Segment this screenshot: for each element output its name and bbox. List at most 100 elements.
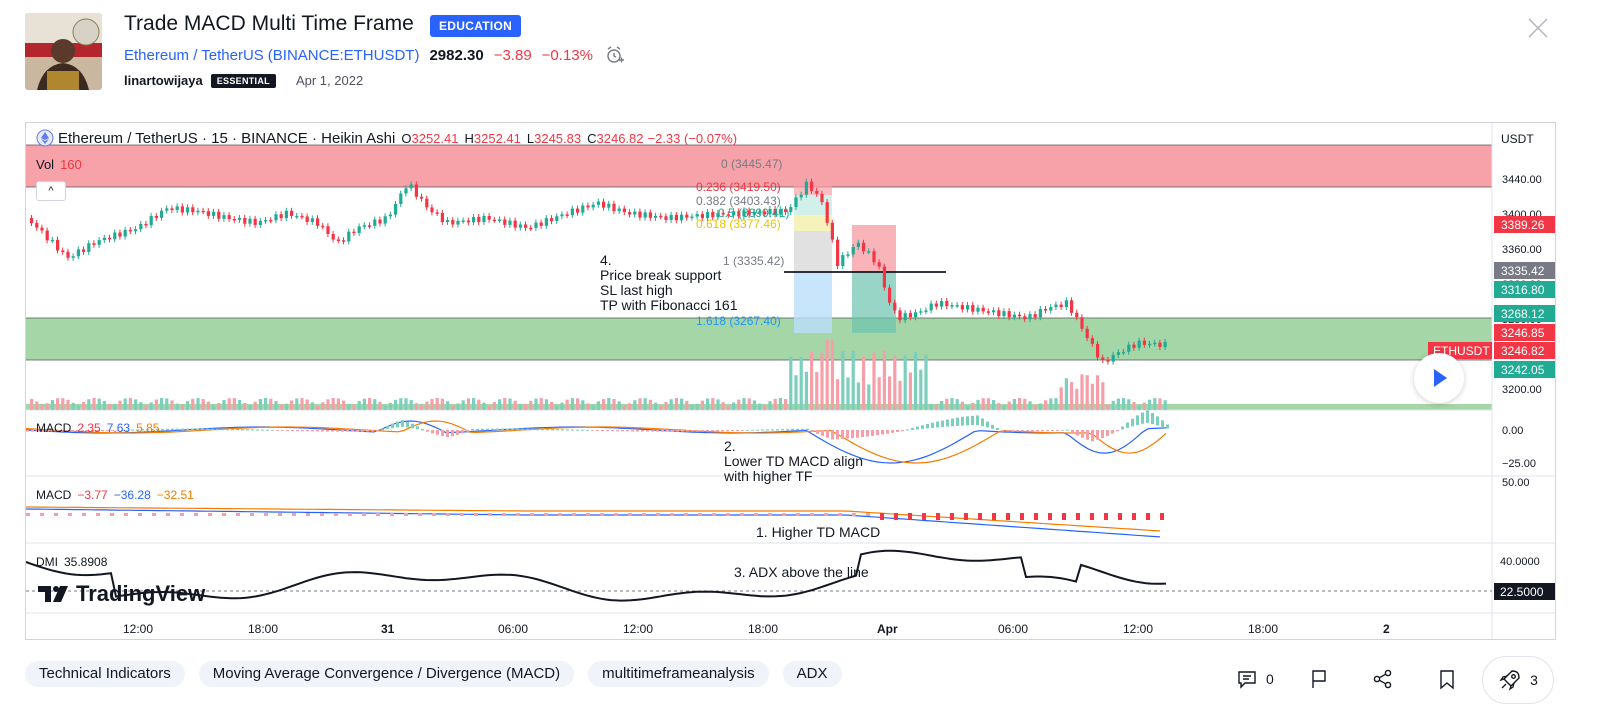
macd2-histogram-bar <box>768 513 772 516</box>
volume-bar <box>1064 378 1068 410</box>
macd2-histogram-bar <box>194 513 198 516</box>
tradingview-logo[interactable]: TradingView <box>38 581 205 607</box>
candle-body <box>139 223 143 230</box>
macd2-histogram-bar <box>208 513 212 516</box>
macd1-histogram-bar <box>976 415 979 425</box>
comments-button[interactable]: 0 <box>1236 668 1274 690</box>
macd1-histogram-bar <box>891 430 894 433</box>
candle-body <box>461 220 465 222</box>
macd1-histogram-bar <box>1091 430 1094 442</box>
close-icon[interactable] <box>1526 16 1550 40</box>
play-button[interactable] <box>1414 353 1464 403</box>
volume-bar <box>87 399 91 410</box>
volume-bar <box>986 398 990 410</box>
time-axis-label: 31 <box>381 622 395 636</box>
candle-body <box>1002 311 1006 317</box>
macd1-histogram-bar <box>701 430 704 432</box>
tag-multitimeframeanalysis[interactable]: multitimeframeanalysis <box>588 661 769 687</box>
volume-bar <box>279 404 283 410</box>
volume-bar <box>784 399 788 410</box>
flag-button[interactable] <box>1308 668 1330 690</box>
boost-button[interactable]: 3 <box>1482 656 1554 704</box>
macd2-histogram-bar <box>810 513 814 516</box>
macd1-histogram-bar <box>421 428 424 431</box>
author-name[interactable]: linartowijaya <box>124 73 203 88</box>
candle-body <box>414 184 418 197</box>
volume-bar <box>461 400 465 410</box>
candle-body <box>1054 304 1058 308</box>
volume-bar <box>1163 400 1167 410</box>
candle-body <box>206 211 210 216</box>
chart-symbol-title: Ethereum / TetherUS · 15 · BINANCE · Hei… <box>58 129 396 147</box>
volume-bar <box>243 403 247 410</box>
macd2-histogram-bar <box>740 513 744 516</box>
macd2-histogram-bar <box>474 513 478 516</box>
volume-bar <box>1085 375 1089 410</box>
dmi-label: DMI <box>36 555 58 569</box>
volume-bar <box>945 398 949 410</box>
collapse-legend-button[interactable]: ^ <box>36 181 66 201</box>
share-button[interactable] <box>1372 668 1394 690</box>
macd1-histogram-bar <box>531 428 534 431</box>
time-axis-label: 2 <box>1383 622 1390 636</box>
volume-bar <box>56 398 60 410</box>
macd1-histogram-bar <box>1066 429 1069 431</box>
volume-bar <box>1033 404 1037 410</box>
symbol-link[interactable]: Ethereum / TetherUS <box>124 46 264 64</box>
macd1-histogram-bar <box>561 429 564 431</box>
macd1-histogram-bar <box>811 430 814 432</box>
macd1-histogram-bar <box>586 429 589 431</box>
macd1-histogram-bar <box>771 429 774 431</box>
macd1-histogram-bar <box>1036 430 1039 432</box>
volume-bar <box>217 403 221 410</box>
add-alert-icon[interactable] <box>605 45 625 65</box>
indicator-axis-label: 0.00 <box>1502 425 1523 437</box>
volume-bar <box>149 402 153 410</box>
author-avatar[interactable] <box>25 13 102 90</box>
candle-body <box>1012 314 1016 318</box>
volume-bar <box>1137 405 1141 410</box>
macd1-histogram-bar <box>366 430 369 432</box>
annotation-text: 2. <box>724 438 736 454</box>
symbol-code-link[interactable]: (BINANCE:ETHUSDT) <box>267 46 420 64</box>
candle-body <box>165 208 169 211</box>
tag-macd[interactable]: Moving Average Convergence / Divergence … <box>198 661 575 687</box>
macd1-histogram-bar <box>1086 430 1089 440</box>
candle-body <box>305 216 309 222</box>
macd1-histogram-bar <box>286 430 289 432</box>
volume-label: Vol <box>36 157 55 172</box>
ohlc-o-value: 3252.41 <box>411 130 459 146</box>
macd2-histogram-bar <box>852 513 856 516</box>
candle-body <box>877 262 881 267</box>
candle-body <box>1033 314 1037 318</box>
candle-body <box>867 251 871 253</box>
macd1-histogram-bar <box>651 430 654 432</box>
candle-body <box>674 214 678 221</box>
macd1-histogram-bar <box>1001 430 1004 432</box>
volume-bar <box>373 399 377 410</box>
tag-adx[interactable]: ADX <box>782 661 842 687</box>
education-badge[interactable]: EDUCATION <box>430 15 522 37</box>
volume-bar <box>638 398 642 410</box>
macd2-histogram-bar <box>96 513 100 516</box>
volume-bar <box>1007 401 1011 410</box>
currency-label[interactable]: USDT <box>1501 132 1534 146</box>
macd2-histogram-bar <box>866 513 870 516</box>
volume-bar <box>414 403 418 410</box>
candle-body <box>35 223 39 228</box>
volume-bar <box>451 404 455 410</box>
tag-technical-indicators[interactable]: Technical Indicators <box>25 661 185 687</box>
volume-bar <box>815 371 819 410</box>
chart-snapshot[interactable]: 3440.003400.003360.003320.003280.003200.… <box>25 122 1556 640</box>
bookmark-button[interactable] <box>1436 668 1458 690</box>
macd1-histogram-bar <box>681 430 684 432</box>
candle-body <box>898 310 902 321</box>
volume-bar <box>846 377 850 410</box>
price-tag-label: 3242.05 <box>1501 363 1545 377</box>
volume-bar <box>170 400 174 410</box>
candle-body <box>1049 307 1053 311</box>
candle-body <box>1085 328 1089 339</box>
candle-body <box>248 218 252 224</box>
volume-bar <box>836 379 840 410</box>
macd2-histogram-bar <box>1146 513 1150 520</box>
